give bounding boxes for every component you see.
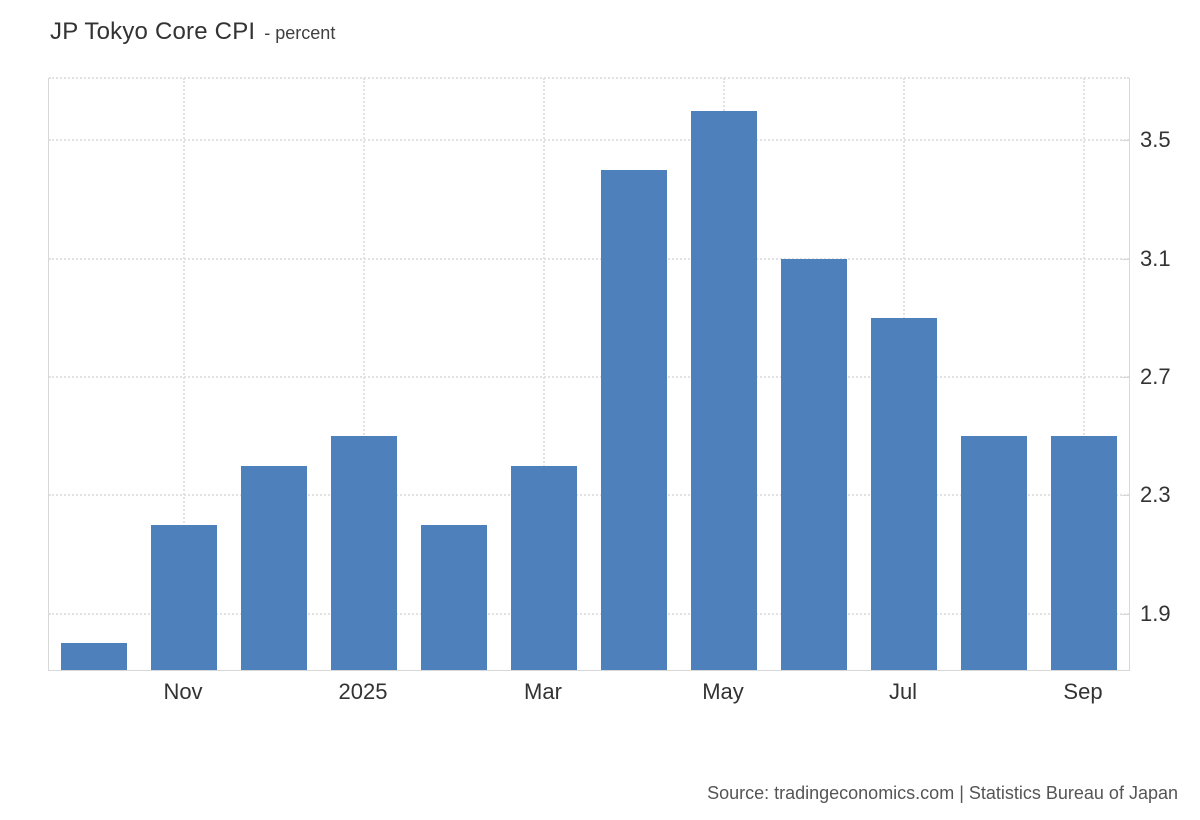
- x-axis-tick-label: 2025: [338, 679, 388, 704]
- y-gridline: [49, 375, 1129, 378]
- chart-subtitle: - percent: [264, 23, 336, 43]
- x-gridline: [183, 78, 185, 670]
- y-axis-tick-label: 3.1: [1140, 245, 1171, 271]
- y-axis-labels: 1.9 2.3 2.7 3.1 3.5: [1140, 78, 1200, 670]
- y-axis-tick-label: 1.9: [1140, 600, 1171, 626]
- y-axis-tick-label: 3.5: [1140, 127, 1171, 153]
- plot-top-border: [49, 77, 1129, 79]
- bar-sep-2025[interactable]: [1051, 436, 1117, 670]
- y-gridline: [49, 257, 1129, 260]
- y-axis-tick: [1122, 140, 1129, 142]
- bar-feb-2025[interactable]: [421, 525, 487, 670]
- bar-aug-2025[interactable]: [961, 436, 1027, 670]
- y-axis-tick: [1122, 376, 1129, 378]
- y-axis-tick: [1122, 495, 1129, 497]
- x-gridline: [1083, 78, 1085, 670]
- bars-layer: [49, 78, 1129, 670]
- y-gridline: [49, 612, 1129, 615]
- bar-may-2025[interactable]: [691, 110, 757, 670]
- source-text: Source: tradingeconomics.com | Statistic…: [707, 783, 1178, 803]
- x-axis-tick-label: Nov: [163, 679, 203, 704]
- bar-dec-2024[interactable]: [241, 465, 307, 670]
- bar-apr-2025[interactable]: [601, 169, 667, 670]
- bar-jul-2025[interactable]: [871, 317, 937, 670]
- chart-title: JP Tokyo Core CPI: [50, 18, 256, 45]
- x-axis-tick-label: Mar: [524, 679, 562, 704]
- bar-oct-2024[interactable]: [61, 643, 127, 670]
- x-axis-tick-label: Jul: [888, 679, 918, 704]
- y-gridline: [49, 139, 1129, 142]
- y-axis-tick: [1122, 613, 1129, 615]
- plot-area: [48, 77, 1130, 671]
- x-axis-tick-label: May: [702, 679, 744, 704]
- x-axis-tick-label: Sep: [1063, 679, 1103, 704]
- bar-jan-2025[interactable]: [331, 436, 397, 670]
- bar-nov-2024[interactable]: [151, 525, 217, 670]
- bar-jun-2025[interactable]: [781, 258, 847, 670]
- y-gridline: [49, 494, 1129, 497]
- chart-header: JP Tokyo Core CPI - percent: [50, 18, 335, 46]
- y-axis-tick-label: 2.3: [1140, 482, 1171, 508]
- bar-mar-2025[interactable]: [511, 465, 577, 670]
- y-axis-tick: [1122, 258, 1129, 260]
- x-gridline: [543, 78, 545, 670]
- x-gridline: [363, 78, 365, 670]
- y-axis-tick-label: 2.7: [1140, 363, 1171, 389]
- x-axis-labels: Nov 2025 Mar May Jul Sep: [0, 679, 1200, 709]
